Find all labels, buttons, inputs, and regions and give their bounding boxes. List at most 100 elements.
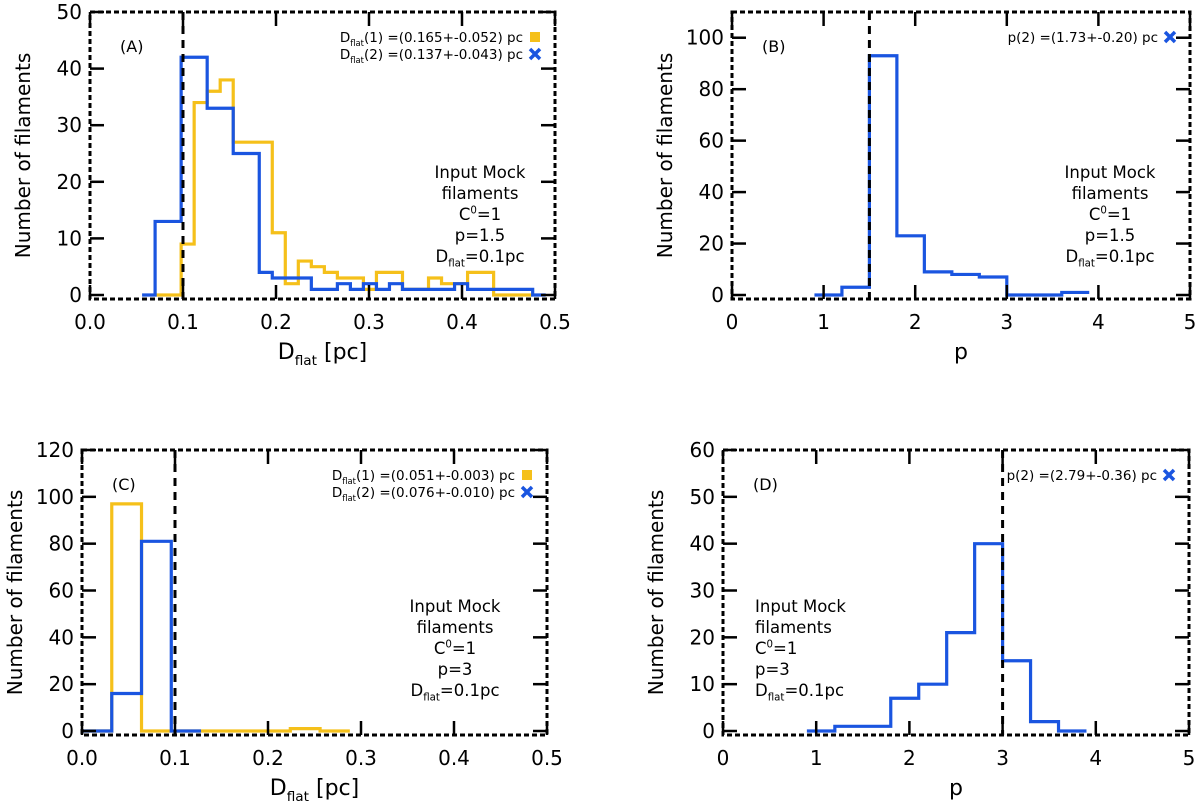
x-tick-label: 0.2 — [252, 746, 284, 770]
annotation-line: Dflat=0.1pc — [1065, 247, 1154, 270]
panel-b: 0 1 2 3 4 5 0 20 40 60 80 100 p Number of filaments (B… — [653, 10, 1196, 365]
histogram-bar — [272, 278, 285, 295]
plot-frame — [80, 448, 549, 737]
series-series2-bars — [842, 56, 1089, 295]
y-axis-label: Number of filaments — [3, 490, 27, 695]
y-axis-label: Number of filaments — [11, 53, 35, 258]
x-tick-label: 0.0 — [66, 746, 98, 770]
histogram-bar — [246, 154, 259, 296]
histogram-bar — [324, 272, 337, 295]
annotation-line: C0=1 — [434, 639, 476, 658]
y-tick-label: 40 — [690, 532, 715, 556]
y-tick-label: 60 — [699, 129, 724, 153]
annotation-line: filaments — [755, 618, 832, 637]
annotation-line: Dflat=0.1pc — [435, 247, 524, 270]
x-tick-label: 1 — [817, 310, 830, 334]
histogram-bar — [979, 277, 1006, 295]
x-tick-label: 0.5 — [539, 310, 571, 334]
histogram-bar — [337, 278, 350, 295]
histogram-bar — [194, 57, 207, 295]
histogram-bar — [869, 56, 896, 295]
y-tick-label: 20 — [49, 672, 74, 696]
annotation-line: C0=1 — [459, 205, 501, 224]
legend-square-marker — [522, 470, 532, 480]
series-series1-outline — [82, 502, 350, 733]
histogram-bar — [298, 278, 311, 295]
y-tick-label: 20 — [57, 170, 82, 194]
y-tick-label: 50 — [690, 485, 715, 509]
x-tick-label: 0.4 — [446, 310, 478, 334]
annotation-line: Input Mock — [435, 163, 526, 182]
legend-entry: p(2) =(1.73+-0.20) pc — [1008, 30, 1158, 46]
annotation-line: filaments — [417, 618, 494, 637]
series-series2-outline — [82, 539, 202, 733]
y-tick-label: 20 — [690, 625, 715, 649]
histogram-bar — [259, 272, 272, 295]
x-axis-label: Dflat [pc] — [270, 776, 359, 802]
histogram-bar — [155, 221, 168, 295]
y-tick-label: 80 — [49, 532, 74, 556]
legend-entry: Dflat(2) =(0.076+-0.010) pc — [332, 485, 515, 503]
annotation-line: p=1.5 — [1085, 226, 1136, 245]
x-axis-label: Dflat [pc] — [278, 340, 367, 369]
x-tick-label: 0.1 — [167, 310, 199, 334]
x-tick-label: 0 — [717, 746, 730, 770]
x-tick-label: 1 — [810, 746, 823, 770]
annotation-line: filaments — [442, 184, 519, 203]
histogram-bar — [285, 278, 298, 295]
histogram-bar — [481, 272, 494, 295]
histogram-bar — [376, 272, 389, 295]
x-axis-label: p — [949, 776, 963, 801]
histogram-bar — [1003, 661, 1031, 731]
y-tick-label: 10 — [690, 672, 715, 696]
histogram-bar — [350, 278, 363, 295]
histogram-bar — [168, 221, 181, 295]
y-tick-label: 40 — [699, 180, 724, 204]
x-tick-label: 5 — [1183, 746, 1196, 770]
x-tick-label: 0.3 — [353, 310, 385, 334]
histogram-bar — [272, 233, 285, 295]
legend-cross-marker — [528, 47, 542, 61]
series-series2-outline — [814, 54, 1090, 297]
x-tick-label: 2 — [903, 746, 916, 770]
histogram-bar — [952, 274, 979, 295]
x-tick-label: 4 — [1092, 310, 1105, 334]
x-tick-label: 2 — [909, 310, 922, 334]
histogram-bar — [194, 103, 207, 295]
y-tick-label: 60 — [690, 438, 715, 462]
panel-label: (A) — [120, 37, 143, 56]
histogram-bar — [207, 108, 220, 295]
legend-entry: Dflat(2) =(0.137+-0.043) pc — [340, 47, 523, 65]
histogram-bar — [891, 698, 919, 731]
plot-frame — [721, 448, 1191, 737]
legend-cross-marker — [520, 485, 534, 499]
x-axis-label: p — [954, 340, 968, 365]
y-tick-label: 100 — [36, 485, 74, 509]
legend-entry: p(2) =(2.79+-0.36) pc — [1007, 468, 1157, 484]
annotation-line: Dflat=0.1pc — [410, 681, 499, 704]
histogram-bar — [975, 544, 1003, 731]
panel-label: (B) — [762, 37, 785, 56]
histogram-bar — [220, 80, 233, 295]
plot-frame — [730, 10, 1192, 301]
plot-frame — [88, 10, 557, 301]
histogram-bar — [207, 91, 220, 295]
panel-c: 0.0 0.1 0.2 0.3 0.4 0.5 0 20 40 60 80 100 120 Dflat [… — [3, 438, 563, 802]
histogram-bar — [233, 142, 246, 295]
annotation-line: p=1.5 — [455, 226, 506, 245]
annotation-line: p=3 — [438, 660, 473, 679]
y-tick-label: 0 — [702, 719, 715, 743]
y-tick-label: 10 — [57, 226, 82, 250]
histogram-bar — [220, 108, 233, 295]
y-tick-label: 0 — [61, 719, 74, 743]
y-tick-label: 40 — [57, 57, 82, 81]
x-tick-label: 0.3 — [345, 746, 377, 770]
histogram-bar — [112, 504, 142, 731]
legend-entry: Dflat(1) =(0.165+-0.052) pc — [340, 30, 523, 48]
y-tick-label: 120 — [36, 438, 74, 462]
legend-square-marker — [530, 32, 540, 42]
y-tick-label: 60 — [49, 579, 74, 603]
y-axis-label: Number of filaments — [644, 490, 668, 695]
x-tick-label: 0.0 — [74, 310, 106, 334]
y-tick-label: 50 — [57, 0, 82, 24]
